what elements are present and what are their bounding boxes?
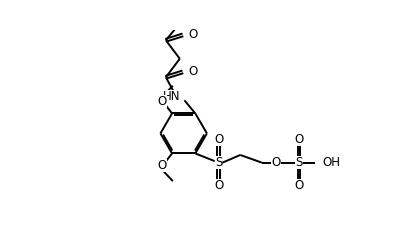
Text: O: O bbox=[214, 133, 223, 146]
Text: O: O bbox=[295, 179, 304, 192]
Text: O: O bbox=[214, 179, 223, 192]
Text: OH: OH bbox=[322, 156, 341, 169]
Text: O: O bbox=[188, 65, 197, 78]
Text: O: O bbox=[157, 94, 166, 108]
Text: O: O bbox=[271, 156, 280, 169]
Text: HN: HN bbox=[163, 90, 181, 103]
Text: S: S bbox=[295, 156, 303, 169]
Text: O: O bbox=[295, 133, 304, 146]
Text: O: O bbox=[188, 28, 197, 41]
Text: S: S bbox=[215, 156, 222, 169]
Text: O: O bbox=[157, 159, 166, 172]
